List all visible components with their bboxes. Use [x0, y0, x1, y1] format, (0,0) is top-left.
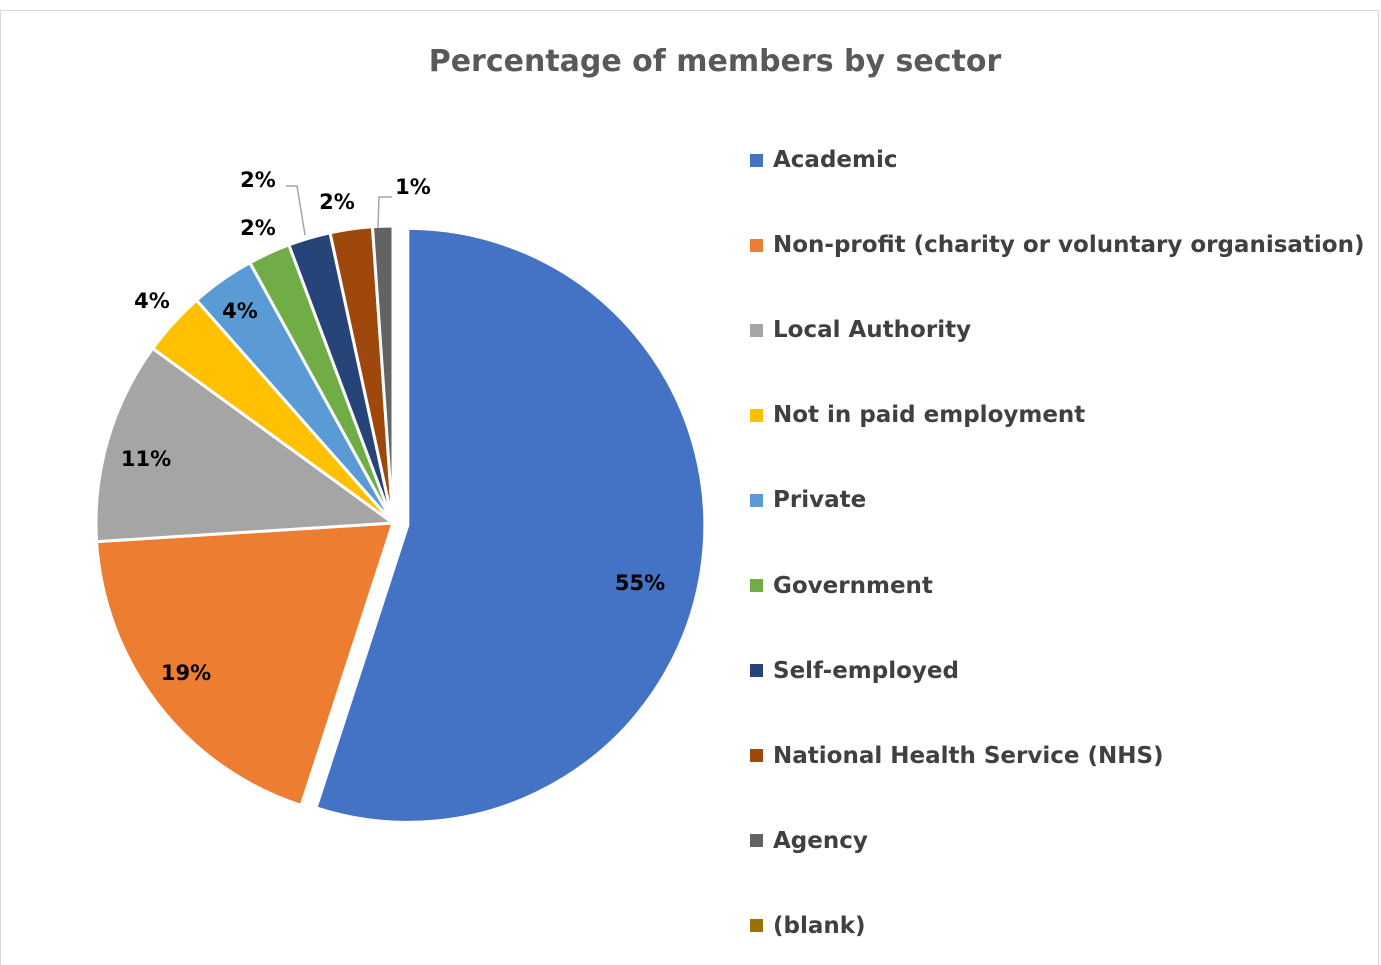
legend-item: (blank)	[750, 906, 866, 946]
legend-swatch	[750, 408, 763, 422]
legend-item: Non-profit (charity or voluntary organis…	[750, 225, 1365, 265]
legend-label: Private	[773, 487, 867, 514]
legend-label: National Health Service (NHS)	[773, 742, 1164, 769]
legend-item: Self-employed	[750, 651, 959, 691]
data-label: 19%	[161, 661, 211, 685]
legend-swatch	[750, 323, 763, 337]
legend-label: Not in paid employment	[773, 402, 1086, 429]
pie-slice-agency	[370, 224, 395, 525]
pie-slice-academic	[314, 226, 707, 824]
legend-item: Academic	[750, 140, 898, 180]
legend-item: National Health Service (NHS)	[750, 736, 1164, 776]
data-label: 2%	[240, 216, 276, 240]
pie-chart: 55% 19% 11% 4% 4% 2% 2% 2% 1%	[94, 168, 707, 824]
chart-title: Percentage of members by sector	[428, 44, 1002, 79]
legend-swatch	[750, 664, 763, 678]
legend-item: Agency	[750, 821, 868, 861]
data-label: 11%	[121, 447, 171, 471]
data-label: 55%	[615, 571, 665, 595]
legend-swatch	[750, 153, 763, 167]
legend-swatch	[750, 238, 763, 252]
data-label: 2%	[319, 190, 355, 214]
legend-swatch	[750, 493, 763, 507]
data-label: 4%	[222, 299, 258, 323]
legend-label: Self-employed	[773, 657, 959, 684]
data-label: 4%	[134, 289, 170, 313]
legend-item: Local Authority	[750, 310, 971, 350]
leader-line	[377, 196, 392, 229]
leader-line	[286, 185, 306, 236]
legend-label: Agency	[773, 827, 868, 854]
legend-label: Academic	[773, 147, 898, 173]
legend-swatch	[750, 749, 763, 763]
pie-slice-local-authority	[94, 346, 395, 544]
data-label: 1%	[395, 175, 431, 199]
legend-label: Local Authority	[773, 317, 972, 344]
data-label: 2%	[240, 168, 276, 192]
legend-item: Government	[750, 566, 933, 606]
legend-label: Government	[773, 572, 933, 599]
legend-swatch	[750, 579, 763, 592]
legend-item: Not in paid employment	[750, 395, 1085, 435]
legend-label: Non-profit (charity or voluntary organis…	[773, 232, 1365, 259]
legend-swatch	[750, 919, 763, 933]
legend-item: Private	[750, 480, 866, 520]
legend-label: (blank)	[773, 912, 866, 939]
pie-slice-non-profit-charity-or-voluntary-organisation	[95, 521, 395, 807]
legend-swatch	[750, 834, 763, 848]
